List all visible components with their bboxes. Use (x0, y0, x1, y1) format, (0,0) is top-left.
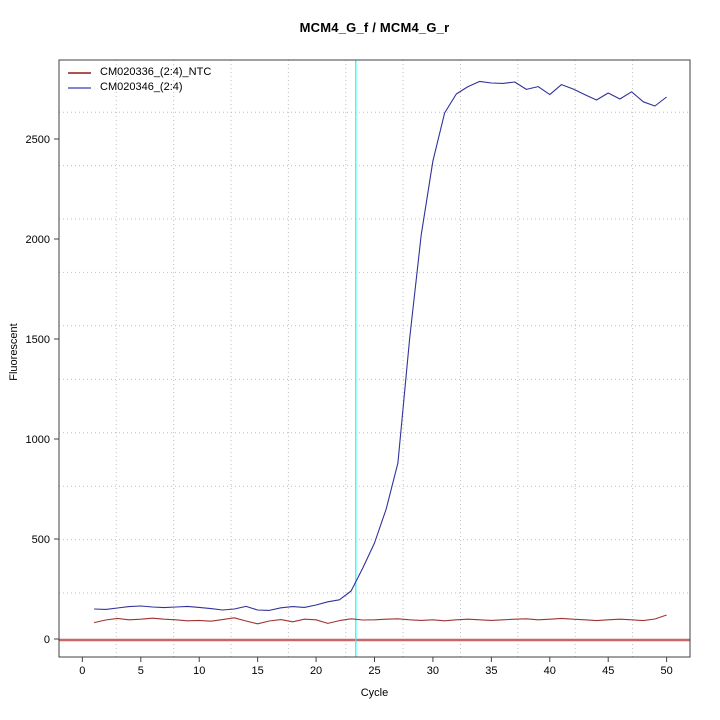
y-tick-label: 1000 (26, 434, 50, 446)
legend-label-ntc: CM020336_(2:4)_NTC (100, 66, 212, 78)
x-tick-label: 15 (252, 665, 264, 677)
legend-item-ntc: CM020336_(2:4)_NTC (68, 65, 211, 80)
x-tick-label: 30 (427, 665, 439, 677)
legend-line-swatch-blue (68, 86, 91, 89)
y-tick-label: 2500 (26, 134, 50, 146)
series-line-0 (93, 614, 667, 625)
x-tick-label: 25 (368, 665, 380, 677)
legend-label-sample: CM020346_(2:4) (100, 81, 183, 93)
x-tick-label: 40 (544, 665, 556, 677)
y-tick-label: 2000 (26, 234, 50, 246)
legend-line-swatch-red (68, 71, 91, 74)
series-line-1 (94, 80, 667, 611)
y-axis-title: Fluorescent (8, 323, 20, 381)
y-tick-label: 0 (44, 634, 50, 646)
chart-title: MCM4_G_f / MCM4_G_r (299, 20, 450, 35)
y-tick-label: 1500 (26, 334, 50, 346)
y-tick-label: 500 (32, 534, 50, 546)
x-tick-label: 5 (138, 665, 144, 677)
legend-item-sample: CM020346_(2:4) (68, 80, 211, 95)
x-tick-label: 45 (602, 665, 614, 677)
x-tick-label: 0 (79, 665, 85, 677)
x-tick-label: 10 (193, 665, 205, 677)
x-axis-title: Cycle (360, 687, 389, 699)
x-tick-label: 35 (485, 665, 497, 677)
plot-box (58, 59, 691, 658)
x-tick-label: 50 (661, 665, 673, 677)
legend: CM020336_(2:4)_NTC CM020346_(2:4) (68, 65, 211, 95)
x-tick-label: 20 (310, 665, 322, 677)
